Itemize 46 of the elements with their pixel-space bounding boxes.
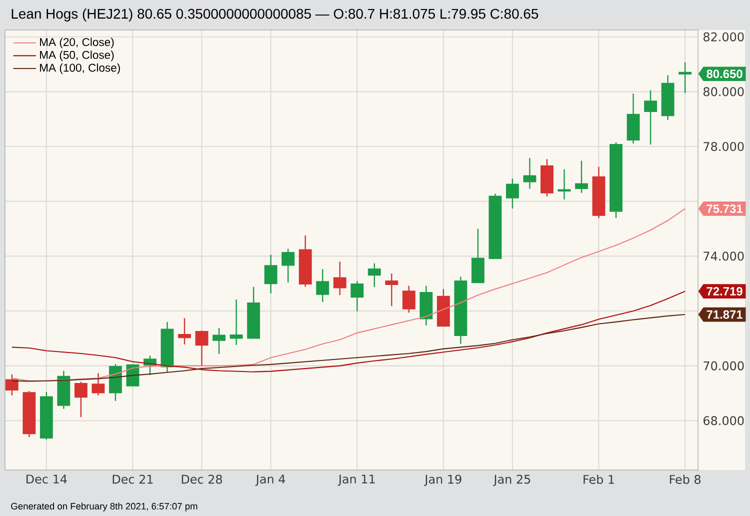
data-label: 75.731 <box>706 204 742 213</box>
x-tick-label: Dec 21 <box>112 474 153 484</box>
candlestick <box>333 261 346 296</box>
candlestick <box>282 248 295 284</box>
candlestick <box>678 62 692 94</box>
legend-label: MA (50, Close) <box>40 50 114 62</box>
y-tick-label: 68.000 <box>704 416 744 426</box>
candlestick <box>368 262 381 288</box>
x-tick-label: Dec 14 <box>26 474 67 484</box>
candlestick <box>558 168 571 200</box>
candlestick <box>575 160 588 194</box>
chart-title: Lean Hogs (HEJ21) 80.65 0.3500000000000085 — O:80.7 H:81.075 L:79.95 C:80.65 <box>12 8 538 22</box>
candlestick <box>350 280 364 312</box>
candlestick <box>195 330 208 366</box>
x-tick-label: Dec 28 <box>182 474 222 484</box>
legend-label: MA (100, Close) <box>40 63 120 74</box>
candlestick <box>212 327 226 355</box>
candlestick <box>316 268 330 303</box>
text: 80.650 <box>706 70 742 78</box>
text: Generated on February 8th 2021, 6:57:07 pm <box>11 502 198 512</box>
x-tick-label: Jan 25 <box>493 474 530 486</box>
x-tick-label: Jan 11 <box>338 474 375 486</box>
candlestick <box>230 298 243 346</box>
legend-label: MA (20, Close) <box>40 38 114 48</box>
candlestick <box>5 374 18 396</box>
candlestick <box>126 364 140 387</box>
candlestick <box>506 178 519 210</box>
y-tick-label: 80.000 <box>704 87 744 96</box>
candlestick <box>178 318 191 346</box>
candlestick <box>92 372 105 396</box>
y-tick-label: 78.000 <box>704 142 744 152</box>
data-label: 71.871 <box>706 310 742 319</box>
candlestick <box>264 254 278 294</box>
candlestick <box>402 285 416 314</box>
candlestick <box>644 90 658 146</box>
candlestick <box>385 272 398 307</box>
candlestick <box>523 157 536 190</box>
y-tick-label: 82.000 <box>704 32 744 42</box>
data-label: 72.719 <box>706 287 742 296</box>
x-tick-label: Jan 4 <box>255 474 286 486</box>
y-tick-label: 70.000 <box>704 361 744 370</box>
y-tick-label: 74.000 <box>704 252 744 261</box>
x-tick-label: Feb 8 <box>670 474 701 484</box>
x-tick-label: Jan 19 <box>424 474 462 486</box>
candlestick <box>74 381 88 418</box>
x-tick-label: Feb 1 <box>584 474 614 484</box>
